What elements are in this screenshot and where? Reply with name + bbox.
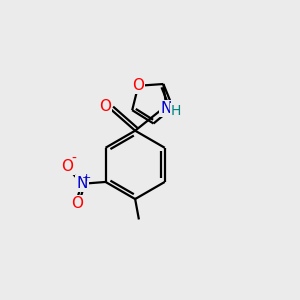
Text: N: N (160, 101, 172, 116)
Text: O: O (99, 99, 111, 114)
Text: N: N (76, 176, 87, 191)
Text: -: - (72, 152, 76, 166)
Text: +: + (82, 173, 91, 183)
Text: H: H (171, 104, 181, 118)
Text: O: O (61, 159, 74, 174)
Text: O: O (132, 78, 144, 93)
Text: O: O (71, 196, 83, 211)
